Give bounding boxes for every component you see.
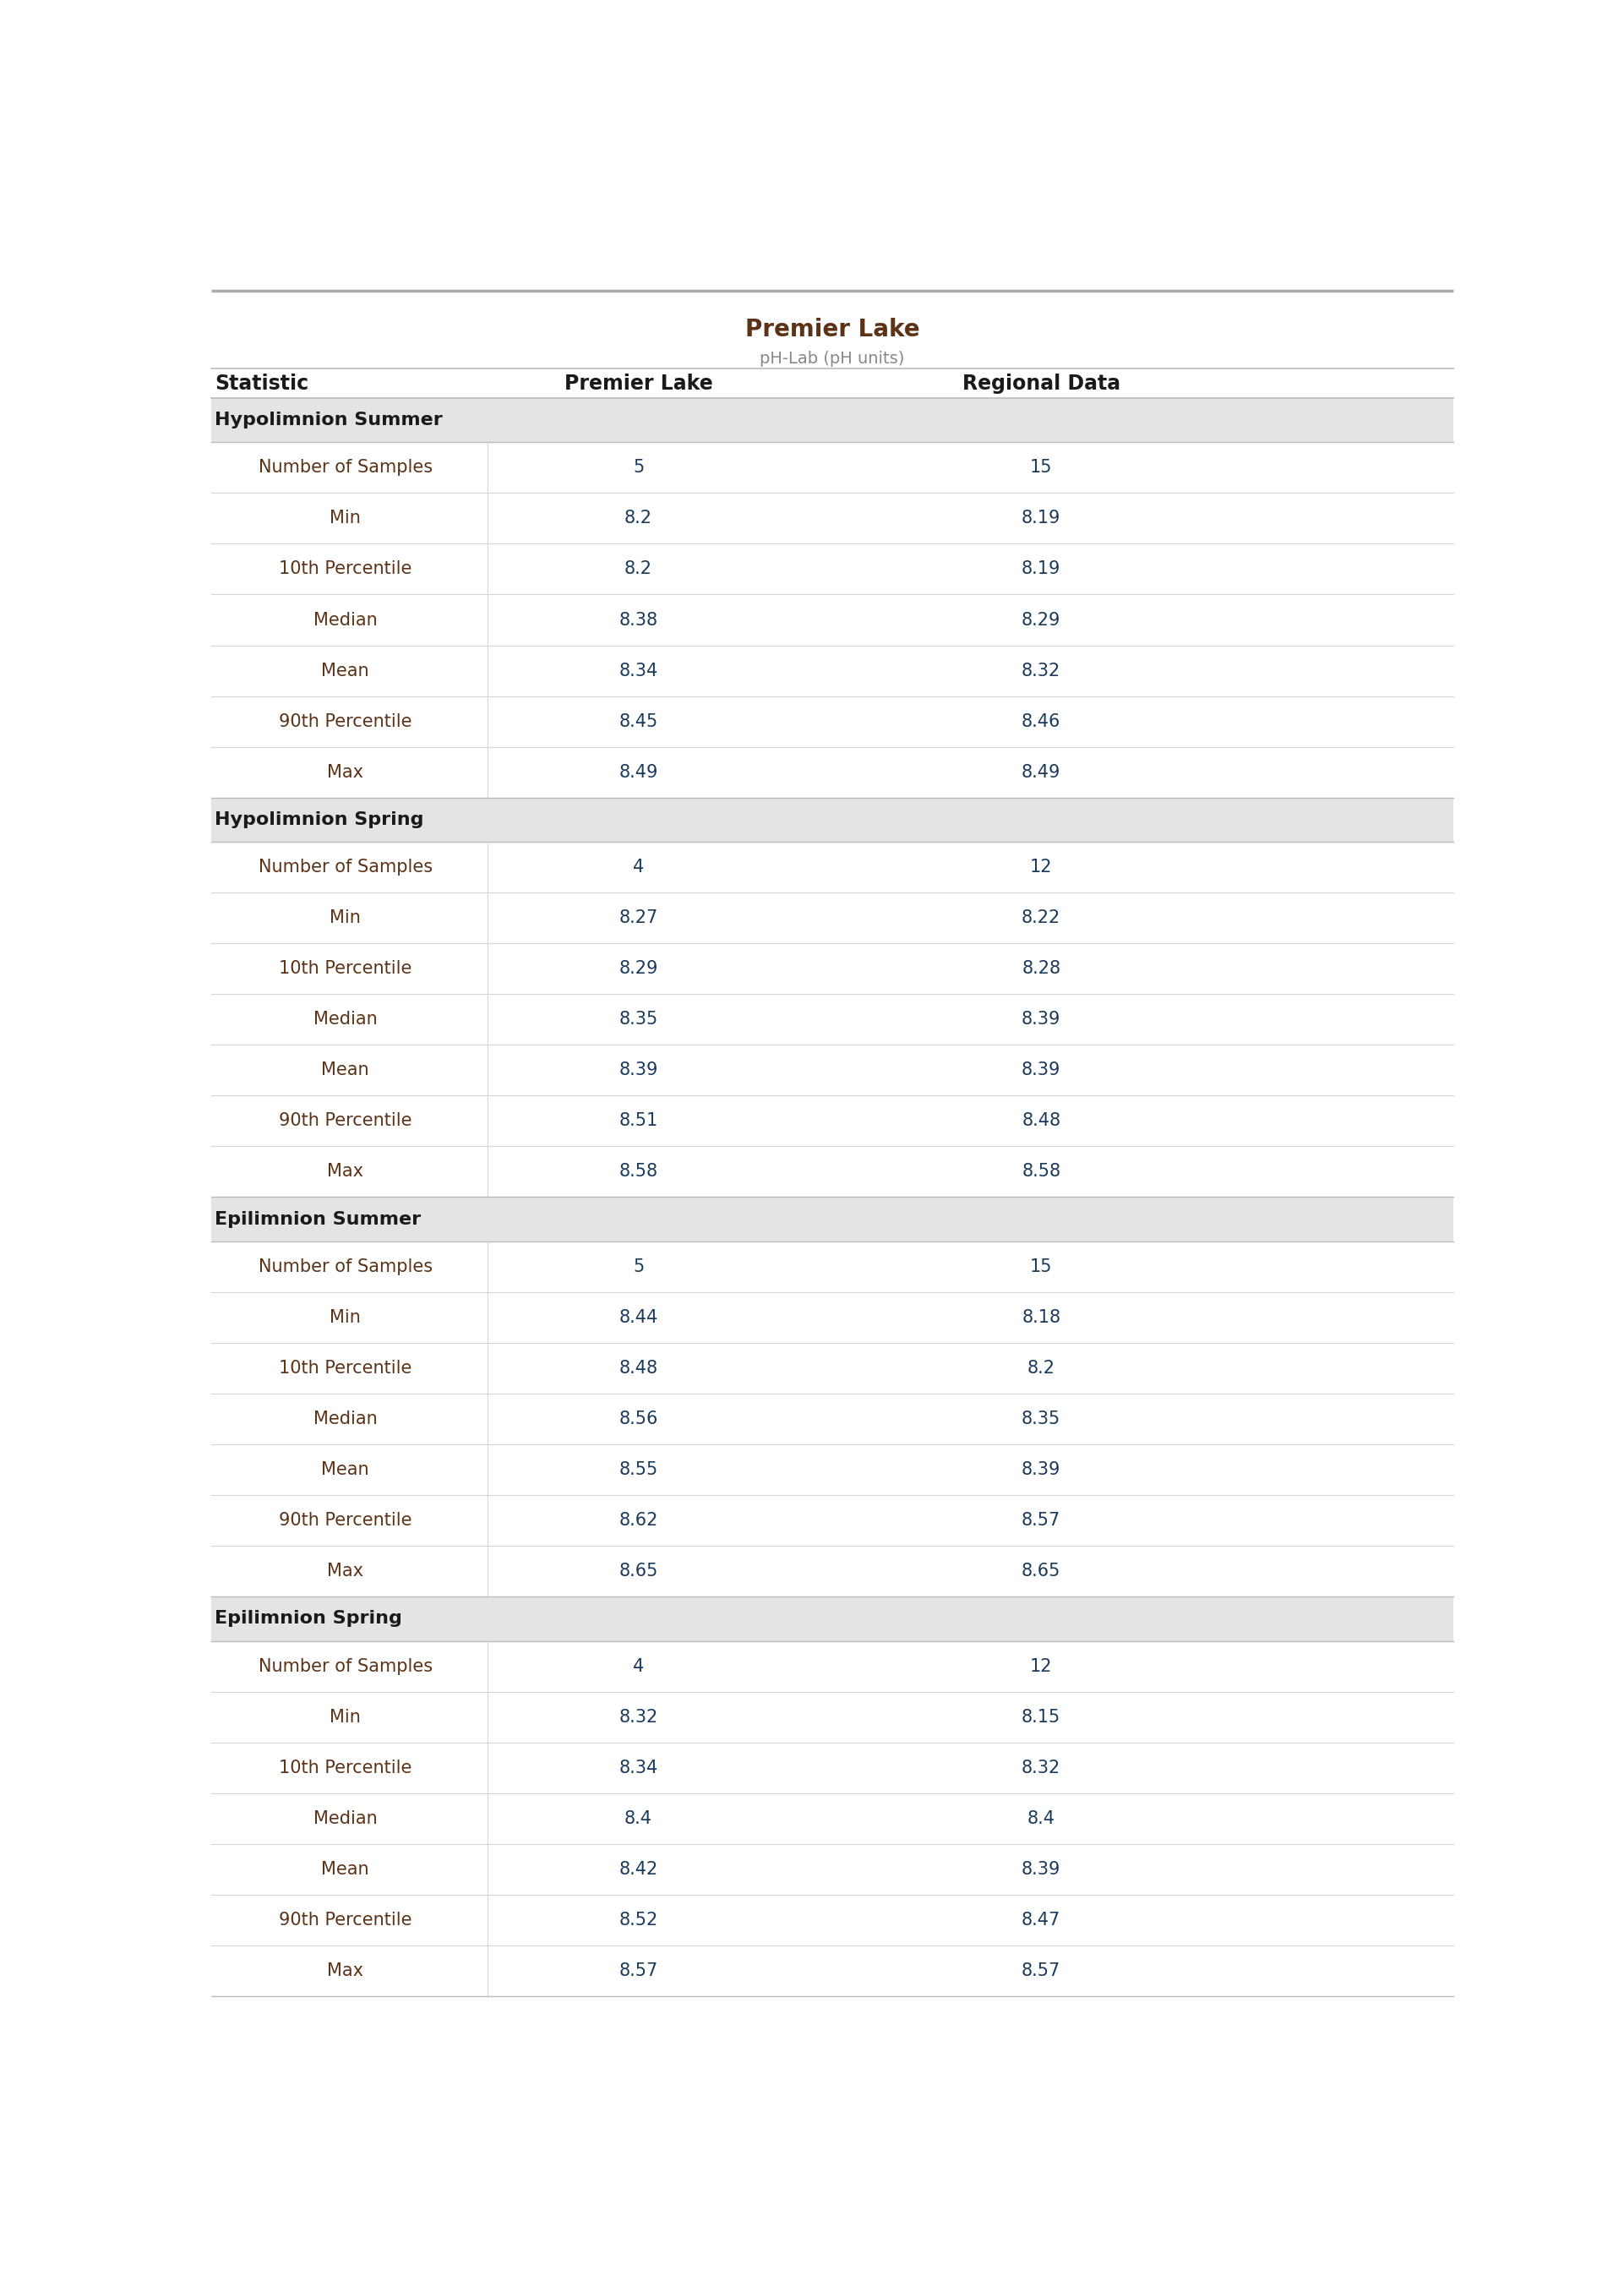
Text: 4: 4 bbox=[633, 1657, 645, 1675]
Text: Median: Median bbox=[313, 1410, 377, 1428]
Text: 8.48: 8.48 bbox=[619, 1360, 658, 1376]
Text: 8.35: 8.35 bbox=[619, 1010, 658, 1028]
Text: 8.51: 8.51 bbox=[619, 1112, 658, 1130]
Text: 8.15: 8.15 bbox=[1021, 1709, 1060, 1725]
Text: 8.47: 8.47 bbox=[1021, 1911, 1060, 1930]
Text: 8.42: 8.42 bbox=[619, 1861, 658, 1877]
Text: 12: 12 bbox=[1030, 1657, 1052, 1675]
Bar bbox=[211, 1596, 1453, 1641]
Text: 8.22: 8.22 bbox=[1021, 910, 1060, 926]
Text: 8.39: 8.39 bbox=[1021, 1062, 1060, 1078]
Text: 8.57: 8.57 bbox=[619, 1961, 658, 1979]
Text: 15: 15 bbox=[1030, 1258, 1052, 1276]
Text: 90th Percentile: 90th Percentile bbox=[279, 1112, 412, 1130]
Text: Number of Samples: Number of Samples bbox=[258, 459, 432, 477]
Text: 8.19: 8.19 bbox=[1021, 511, 1060, 527]
Bar bbox=[211, 397, 1453, 443]
Text: Mean: Mean bbox=[322, 1861, 369, 1877]
Text: 8.29: 8.29 bbox=[1021, 611, 1060, 629]
Text: Max: Max bbox=[328, 1162, 364, 1180]
Text: 8.44: 8.44 bbox=[619, 1310, 658, 1326]
Text: 8.52: 8.52 bbox=[619, 1911, 658, 1930]
Text: 8.38: 8.38 bbox=[619, 611, 658, 629]
Text: Min: Min bbox=[330, 1709, 361, 1725]
Text: Statistic: Statistic bbox=[214, 372, 309, 393]
Text: 15: 15 bbox=[1030, 459, 1052, 477]
Text: 90th Percentile: 90th Percentile bbox=[279, 1512, 412, 1530]
Text: 8.32: 8.32 bbox=[619, 1709, 658, 1725]
Text: Max: Max bbox=[328, 1562, 364, 1580]
Text: Min: Min bbox=[330, 1310, 361, 1326]
Text: 8.4: 8.4 bbox=[625, 1809, 653, 1827]
Text: Max: Max bbox=[328, 1961, 364, 1979]
Text: 8.39: 8.39 bbox=[1021, 1462, 1060, 1478]
Text: 8.55: 8.55 bbox=[619, 1462, 658, 1478]
Text: Number of Samples: Number of Samples bbox=[258, 1657, 432, 1675]
Text: 8.29: 8.29 bbox=[619, 960, 658, 976]
Text: 4: 4 bbox=[633, 858, 645, 876]
Text: 10th Percentile: 10th Percentile bbox=[279, 1759, 412, 1775]
Text: Premier Lake: Premier Lake bbox=[745, 318, 919, 340]
Text: Regional Data: Regional Data bbox=[961, 372, 1121, 393]
Text: 8.45: 8.45 bbox=[619, 713, 658, 731]
Text: Hypolimnion Spring: Hypolimnion Spring bbox=[214, 810, 424, 829]
Text: Median: Median bbox=[313, 611, 377, 629]
Text: 10th Percentile: 10th Percentile bbox=[279, 1360, 412, 1376]
Text: 8.2: 8.2 bbox=[625, 511, 653, 527]
Text: 10th Percentile: 10th Percentile bbox=[279, 561, 412, 577]
Text: 12: 12 bbox=[1030, 858, 1052, 876]
Text: 8.4: 8.4 bbox=[1028, 1809, 1056, 1827]
Text: 10th Percentile: 10th Percentile bbox=[279, 960, 412, 976]
Text: 8.48: 8.48 bbox=[1021, 1112, 1060, 1130]
Text: 5: 5 bbox=[633, 459, 645, 477]
Text: 8.35: 8.35 bbox=[1021, 1410, 1060, 1428]
Text: 8.58: 8.58 bbox=[619, 1162, 658, 1180]
Text: Min: Min bbox=[330, 511, 361, 527]
Text: Mean: Mean bbox=[322, 1062, 369, 1078]
Text: Mean: Mean bbox=[322, 663, 369, 679]
Text: 8.34: 8.34 bbox=[619, 1759, 658, 1775]
Text: 8.39: 8.39 bbox=[619, 1062, 658, 1078]
Text: 8.18: 8.18 bbox=[1021, 1310, 1060, 1326]
Text: 8.57: 8.57 bbox=[1021, 1512, 1060, 1530]
Text: 8.32: 8.32 bbox=[1021, 663, 1060, 679]
Text: 8.39: 8.39 bbox=[1021, 1010, 1060, 1028]
Text: Median: Median bbox=[313, 1809, 377, 1827]
Text: 8.65: 8.65 bbox=[1021, 1562, 1060, 1580]
Text: 8.28: 8.28 bbox=[1021, 960, 1060, 976]
Text: Number of Samples: Number of Samples bbox=[258, 1258, 432, 1276]
Text: Min: Min bbox=[330, 910, 361, 926]
Bar bbox=[211, 797, 1453, 842]
Text: Epilimnion Spring: Epilimnion Spring bbox=[214, 1609, 403, 1628]
Text: pH-Lab (pH units): pH-Lab (pH units) bbox=[760, 350, 905, 365]
Text: Mean: Mean bbox=[322, 1462, 369, 1478]
Text: 8.49: 8.49 bbox=[1021, 763, 1060, 781]
Text: Hypolimnion Summer: Hypolimnion Summer bbox=[214, 411, 443, 429]
Text: Number of Samples: Number of Samples bbox=[258, 858, 432, 876]
Text: Median: Median bbox=[313, 1010, 377, 1028]
Text: 8.32: 8.32 bbox=[1021, 1759, 1060, 1775]
Text: 8.2: 8.2 bbox=[1028, 1360, 1056, 1376]
Text: 5: 5 bbox=[633, 1258, 645, 1276]
Text: 8.39: 8.39 bbox=[1021, 1861, 1060, 1877]
Text: 8.62: 8.62 bbox=[619, 1512, 658, 1530]
Text: 8.57: 8.57 bbox=[1021, 1961, 1060, 1979]
Text: Max: Max bbox=[328, 763, 364, 781]
Text: Epilimnion Summer: Epilimnion Summer bbox=[214, 1210, 421, 1228]
Text: 8.49: 8.49 bbox=[619, 763, 658, 781]
Text: 90th Percentile: 90th Percentile bbox=[279, 713, 412, 731]
Text: Premier Lake: Premier Lake bbox=[564, 372, 713, 393]
Bar bbox=[211, 1196, 1453, 1242]
Text: 8.65: 8.65 bbox=[619, 1562, 658, 1580]
Text: 90th Percentile: 90th Percentile bbox=[279, 1911, 412, 1930]
Text: 8.56: 8.56 bbox=[619, 1410, 658, 1428]
Text: 8.34: 8.34 bbox=[619, 663, 658, 679]
Text: 8.27: 8.27 bbox=[619, 910, 658, 926]
Text: 8.19: 8.19 bbox=[1021, 561, 1060, 577]
Text: 8.58: 8.58 bbox=[1021, 1162, 1060, 1180]
Text: 8.2: 8.2 bbox=[625, 561, 653, 577]
Text: 8.46: 8.46 bbox=[1021, 713, 1060, 731]
